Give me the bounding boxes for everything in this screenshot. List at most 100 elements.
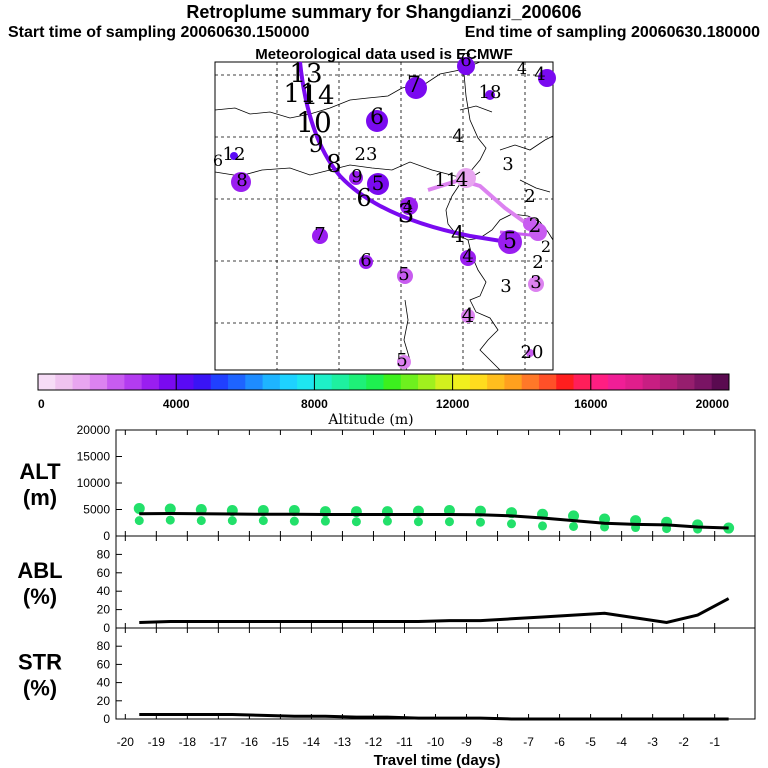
plume-dot [485, 90, 495, 100]
alt-point-high [133, 502, 145, 514]
x-tick-label: -6 [554, 735, 565, 749]
colorbar-swatch [107, 374, 125, 390]
x-tick-label: -9 [461, 735, 472, 749]
colorbar-tick-label: 4000 [163, 397, 190, 411]
map-age-label: 4 [456, 167, 469, 191]
colorbar-swatch [400, 374, 419, 390]
x-tick-label: -7 [523, 735, 534, 749]
plume-trajectory-line [427, 177, 532, 228]
alt-point-high [568, 510, 580, 522]
map-age-label: 4 [452, 126, 463, 147]
x-tick-label: -5 [585, 735, 596, 749]
panel-frame [115, 429, 756, 537]
y-tick-label: 5000 [83, 503, 110, 517]
y-tick-label: 10000 [77, 476, 111, 490]
x-tick-label: -11 [396, 735, 413, 749]
plume-dot [367, 173, 389, 195]
colorbar-swatch [556, 374, 575, 390]
colorbar-tick-label: 0 [38, 397, 45, 411]
colorbar-swatch [279, 374, 298, 390]
x-tick-label: -3 [647, 735, 658, 749]
y-axis-label: STR [18, 650, 62, 675]
map-age-label: 4 [534, 64, 545, 85]
chart-title: Retroplume summary for Shangdianzi_20060… [186, 2, 582, 22]
x-tick-label: -2 [678, 735, 689, 749]
alt-point-low [351, 517, 361, 527]
colorbar-swatch [158, 374, 177, 390]
y-tick-label: 40 [97, 584, 111, 598]
colorbar-swatch [538, 374, 557, 390]
alt-point-low [258, 516, 268, 526]
map-age-label: 7 [407, 73, 421, 98]
colorbar-tick-label: 20000 [696, 397, 730, 411]
abl-line [139, 597, 730, 625]
map-age-label: 6 [360, 250, 371, 271]
plume-dot [349, 171, 363, 185]
map-age-label: 2 [524, 186, 535, 207]
y-tick-label: 15000 [77, 450, 111, 464]
y-tick-label: 20 [97, 694, 111, 708]
map-age-label: 2 [532, 252, 543, 273]
colorbar-swatch [331, 374, 350, 390]
map-age-label: 3 [530, 272, 541, 293]
map-age-label: 3 [398, 199, 415, 229]
map-age-label: 8 [236, 170, 247, 191]
x-tick-label: -18 [179, 735, 197, 749]
panel-alt: 0 5000 10000 15000 20000 ALT(m) [19, 423, 756, 543]
map-age-label: 9 [351, 166, 362, 187]
colorbar-swatch [625, 374, 644, 390]
alt-point-low [289, 516, 299, 526]
colorbar-swatch [590, 374, 609, 390]
y-tick-label: 0 [103, 712, 110, 726]
colorbar-swatch [504, 374, 523, 390]
y-tick-label: 40 [97, 676, 111, 690]
plume-dot [397, 268, 413, 284]
map-age-label: 23 [355, 144, 378, 165]
colorbar-swatch [711, 374, 730, 390]
colorbar-swatch [210, 374, 229, 390]
y-tick-label: 20 [97, 603, 111, 617]
colorbar-swatch [487, 374, 505, 390]
map-age-label: 6 [213, 151, 223, 170]
map-age-label: 7 [314, 224, 325, 245]
str-line [139, 712, 729, 721]
alt-point-low [444, 517, 454, 527]
plume-dot [523, 217, 537, 231]
map-age-label: 20 [521, 342, 544, 363]
colorbar-swatch [521, 374, 540, 390]
panel-frame [115, 627, 756, 720]
meteorological-data-label: Meteorological data used is ECMWF [255, 46, 513, 63]
map-age-label: 4 [462, 246, 473, 267]
x-tick-label: -20 [117, 735, 135, 749]
map-age-label: 6 [370, 105, 384, 130]
plume-dot [312, 228, 328, 244]
plume-dot [460, 250, 476, 266]
map-age-label: 6 [460, 50, 471, 71]
map-age-label: 11 [435, 170, 458, 191]
plume-dot [400, 197, 418, 215]
colorbar-swatch [608, 374, 626, 390]
alt-point-low [569, 521, 579, 531]
colorbar-swatch [348, 374, 367, 390]
colorbar-swatch [314, 374, 333, 390]
x-tick-label: -1 [709, 735, 720, 749]
plume-dot [461, 309, 475, 323]
alt-point-low [413, 517, 423, 527]
map-age-label: 5 [372, 171, 385, 195]
plume-dot [538, 69, 556, 87]
y-tick-label: 0 [103, 621, 110, 635]
colorbar-swatch [297, 374, 315, 390]
map-age-label: 5 [396, 350, 407, 371]
plume-dot [230, 152, 238, 160]
map-age-label: 18 [479, 82, 502, 103]
x-tick-label: -17 [210, 735, 228, 749]
colorbar-swatch [228, 374, 246, 390]
end-time-label: End time of sampling 20060630.180000 [464, 24, 760, 41]
y-axis-label: ALT [19, 459, 61, 484]
y-axis-unit: (%) [23, 676, 57, 701]
alt-point-low [227, 516, 237, 526]
colorbar-swatch [659, 374, 678, 390]
map-age-label: 14 [301, 81, 334, 111]
